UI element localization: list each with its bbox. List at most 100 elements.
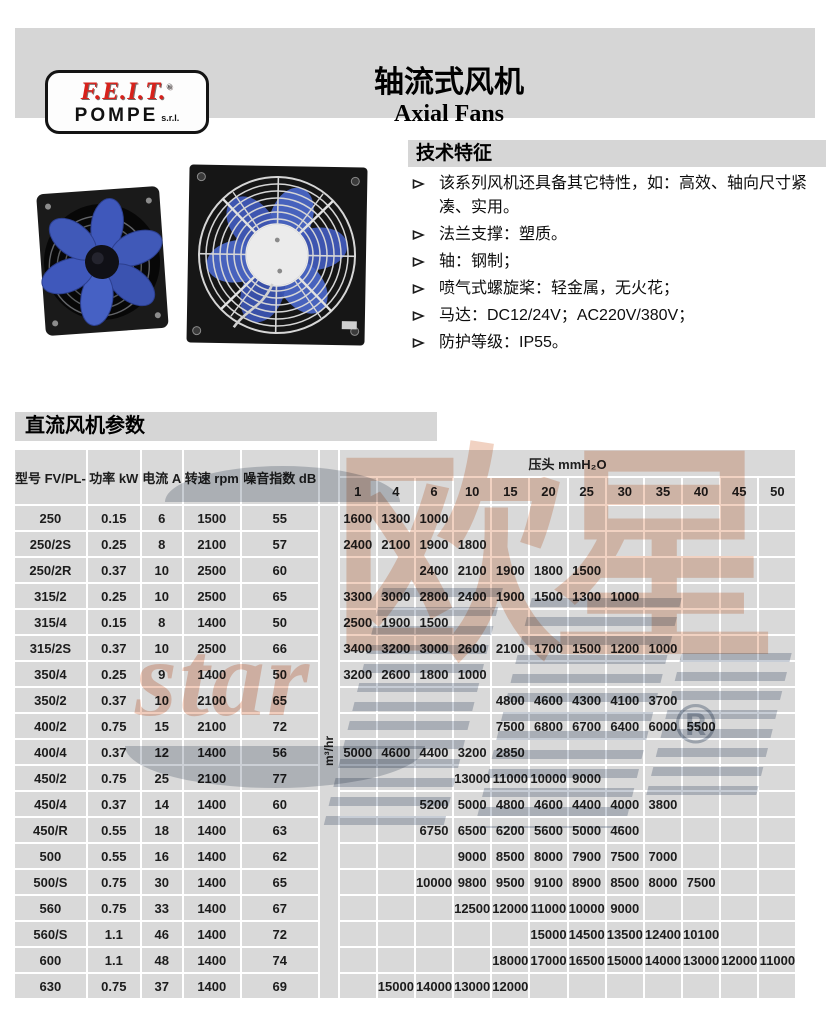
speed-cell: 1400 xyxy=(183,974,240,998)
flow-value-cell xyxy=(721,844,758,868)
flow-value-cell: 9800 xyxy=(454,870,491,894)
flow-value-cell xyxy=(606,766,643,790)
flow-value-cell xyxy=(759,740,796,764)
flow-value-cell xyxy=(454,922,491,946)
flow-value-cell xyxy=(759,662,796,686)
flow-value-cell xyxy=(683,636,720,660)
model-cell: 250/2R xyxy=(15,558,86,582)
flow-value-cell: 8000 xyxy=(530,844,567,868)
table-row: 250/2S 0.25 8 2100 57 2400 2100 1900 1800 xyxy=(15,532,796,556)
tech-bullet-item: 法兰支撑：塑质。 xyxy=(408,223,828,247)
flow-value-cell: 11000 xyxy=(759,948,796,972)
noise-cell: 50 xyxy=(241,662,318,686)
noise-cell: 67 xyxy=(241,896,318,920)
table-row: 560 0.75 33 1400 67 12500 12000 11000 10000 9000 xyxy=(15,896,796,920)
flow-value-cell xyxy=(721,818,758,842)
tech-bullet-item: 该系列风机还具备其它特性，如：高效、轴向尺寸紧凑、实用。 xyxy=(408,172,828,220)
flow-value-cell xyxy=(339,688,376,712)
noise-cell: 50 xyxy=(241,610,318,634)
flow-value-cell xyxy=(759,532,796,556)
current-cell: 33 xyxy=(141,896,182,920)
flow-value-cell xyxy=(683,558,720,582)
current-cell: 37 xyxy=(141,974,182,998)
fan-photo-front-blades xyxy=(36,186,169,336)
header-row-groups: 型号 FV/PL- 功率 kW 电流 A 转速 rpm 噪音指数 dB 压头 mmH₂O xyxy=(15,450,796,504)
pressure-column-header: 20 xyxy=(530,478,567,504)
logo-brand-text: F.E.I.T.® xyxy=(81,79,174,104)
column-header: 转速 rpm xyxy=(183,450,240,504)
flow-value-cell xyxy=(454,506,491,530)
flow-value-cell xyxy=(683,506,720,530)
power-cell: 0.75 xyxy=(87,974,140,998)
tech-bullet-item: 防护等级：IP55。 xyxy=(408,331,828,355)
logo-sub-label: POMPE xyxy=(74,105,159,126)
speed-cell: 2100 xyxy=(183,714,240,738)
noise-cell: 72 xyxy=(241,714,318,738)
current-cell: 10 xyxy=(141,584,182,608)
table-row: 250 0.15 6 1500 55 m³/hr 1600 1300 1000 xyxy=(15,506,796,998)
flow-value-cell: 4600 xyxy=(377,740,414,764)
tech-bullet-text: 轴：钢制； xyxy=(439,253,520,270)
table-row: 560/S 1.1 46 1400 72 15000 14500 13500 12400 1010… xyxy=(15,922,796,946)
flow-value-cell xyxy=(454,688,491,712)
flow-value-cell xyxy=(606,662,643,686)
power-cell: 0.37 xyxy=(87,558,140,582)
flow-value-cell xyxy=(721,610,758,634)
pressure-column-header: 1 xyxy=(339,478,376,504)
flow-value-cell xyxy=(606,740,643,764)
noise-cell: 65 xyxy=(241,584,318,608)
logo-srl-label: s.r.l. xyxy=(161,113,180,123)
tech-bullet-list: 该系列风机还具备其它特性，如：高效、轴向尺寸紧凑、实用。法兰支撑：塑质。 轴：钢制… xyxy=(408,172,828,358)
flow-value-cell xyxy=(339,558,376,582)
flow-value-cell: 1700 xyxy=(530,636,567,660)
pressure-column-header: 35 xyxy=(644,478,682,504)
speed-cell: 1400 xyxy=(183,792,240,816)
flow-value-cell xyxy=(454,714,491,738)
current-cell: 6 xyxy=(141,506,182,530)
speed-cell: 1400 xyxy=(183,870,240,894)
flow-value-cell xyxy=(644,584,682,608)
flow-value-cell xyxy=(415,896,453,920)
flow-value-cell: 14500 xyxy=(568,922,605,946)
model-cell: 500/S xyxy=(15,870,86,894)
power-cell: 0.37 xyxy=(87,740,140,764)
flow-value-cell xyxy=(568,532,605,556)
flow-unit-header-spacer xyxy=(319,450,338,504)
flow-value-cell xyxy=(683,974,720,998)
flow-value-cell: 5000 xyxy=(454,792,491,816)
flow-value-cell xyxy=(759,558,796,582)
flow-value-cell: 12000 xyxy=(721,948,758,972)
table-row: 350/4 0.25 9 1400 50 3200 2600 1800 1000 xyxy=(15,662,796,686)
flow-value-cell xyxy=(683,688,720,712)
speed-cell: 1400 xyxy=(183,948,240,972)
tech-bullet-text: 该系列风机还具备其它特性，如：高效、轴向尺寸紧凑、实用。 xyxy=(439,175,808,216)
flow-value-cell: 12000 xyxy=(492,974,529,998)
flow-value-cell xyxy=(568,610,605,634)
flow-value-cell xyxy=(721,584,758,608)
flow-value-cell xyxy=(644,506,682,530)
speed-cell: 1400 xyxy=(183,896,240,920)
flow-value-cell xyxy=(606,974,643,998)
flow-value-cell: 4600 xyxy=(606,818,643,842)
flow-value-cell xyxy=(721,870,758,894)
flow-value-cell xyxy=(415,688,453,712)
flow-value-cell xyxy=(415,922,453,946)
flow-value-cell xyxy=(721,766,758,790)
power-cell: 0.15 xyxy=(87,610,140,634)
power-cell: 0.15 xyxy=(87,506,140,530)
flow-value-cell xyxy=(492,662,529,686)
pressure-column-header: 25 xyxy=(568,478,605,504)
flow-value-cell: 6400 xyxy=(606,714,643,738)
pressure-column-header: 6 xyxy=(415,478,453,504)
tech-bullet-text: 法兰支撑：塑质。 xyxy=(439,226,568,243)
flow-value-cell: 4800 xyxy=(492,792,529,816)
flow-value-cell: 10100 xyxy=(683,922,720,946)
flow-value-cell: 1800 xyxy=(415,662,453,686)
tech-bullet-item: 轴：钢制； xyxy=(408,250,828,274)
current-cell: 8 xyxy=(141,532,182,556)
flow-value-cell: 7000 xyxy=(644,844,682,868)
flow-value-cell xyxy=(339,922,376,946)
flow-value-cell: 4600 xyxy=(530,792,567,816)
flow-value-cell xyxy=(568,974,605,998)
dc-params-heading: 直流风机参数 xyxy=(15,412,437,441)
